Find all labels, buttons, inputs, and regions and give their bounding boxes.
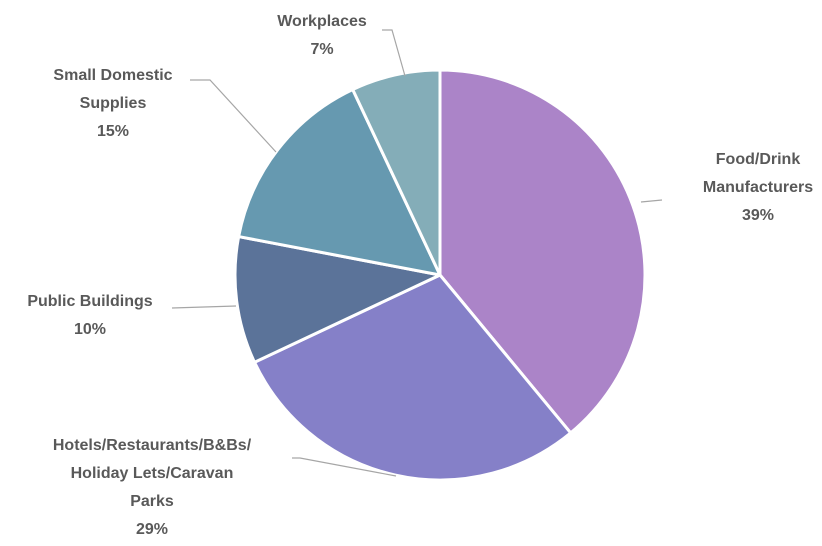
category-label: Food/Drink Manufacturers (702, 151, 814, 196)
category-label: Workplaces (277, 13, 367, 30)
leader-line (382, 29, 406, 77)
category-label: Hotels/Restaurants/B&Bs/ Holiday Lets/Ca… (52, 437, 252, 510)
slice-label: Food/Drink Manufacturers 39% (688, 146, 822, 230)
pie-slice (233, 235, 442, 364)
leader-line (190, 79, 277, 153)
slice-label: Workplaces 7% (262, 8, 382, 64)
leader-line (640, 199, 663, 203)
slice-label: Small Domestic Supplies 15% (28, 62, 198, 146)
leader-line (171, 305, 237, 309)
slice-label: Hotels/Restaurants/B&Bs/ Holiday Lets/Ca… (53, 432, 251, 544)
leader-line (292, 457, 397, 477)
value-label: 29% (135, 521, 169, 538)
pie-slice (351, 68, 442, 277)
category-label: Public Buildings (27, 293, 153, 310)
value-label: 15% (96, 123, 130, 140)
slice-label: Public Buildings 10% (0, 288, 190, 344)
pie-slice (438, 68, 647, 435)
pie-slice (237, 88, 442, 277)
value-label: 7% (310, 41, 334, 58)
value-label: 39% (741, 207, 775, 224)
value-label: 10% (73, 321, 107, 338)
category-label: Small Domestic Supplies (53, 67, 173, 112)
